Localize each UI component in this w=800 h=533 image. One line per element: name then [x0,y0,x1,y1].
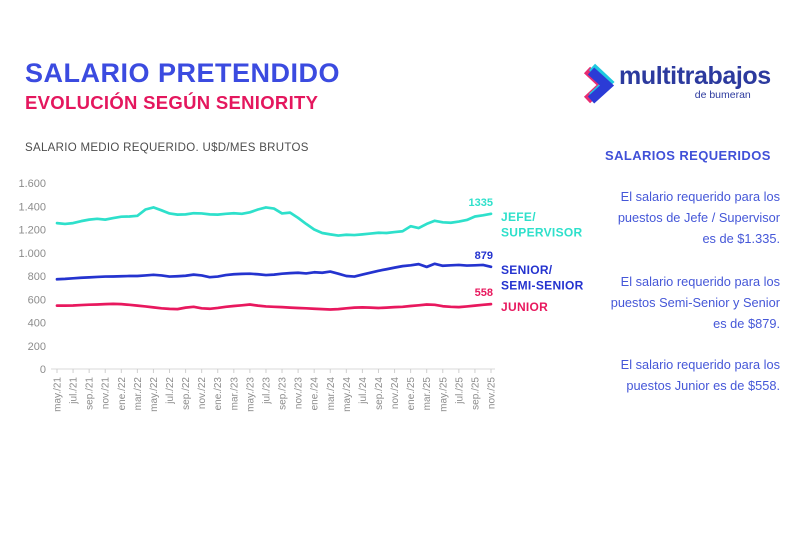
svg-text:1.000: 1.000 [18,248,46,260]
side-panel-paragraph-senior: El salario requerido para los puestos Se… [610,273,780,331]
side-panel-heading: SALARIOS REQUERIDOS [605,148,771,163]
svg-text:JUNIOR: JUNIOR [501,300,548,314]
svg-text:jul./21: jul./21 [69,377,80,405]
svg-text:sep./23: sep./23 [278,377,289,410]
svg-text:sep./22: sep./22 [181,377,192,410]
svg-text:sep./24: sep./24 [374,377,385,410]
svg-text:mar./23: mar./23 [229,377,240,411]
svg-text:may./22: may./22 [149,377,160,412]
svg-text:jul./22: jul./22 [165,377,176,405]
svg-text:nov./21: nov./21 [101,377,112,409]
logo-text: multitrabajos de bumeran [619,60,771,101]
svg-text:jul./23: jul./23 [261,377,272,405]
svg-text:sep./25: sep./25 [470,377,481,410]
svg-text:mar./24: mar./24 [326,377,337,411]
svg-text:may./24: may./24 [342,377,353,412]
svg-text:1335: 1335 [469,197,493,209]
svg-text:nov./25: nov./25 [487,377,498,409]
svg-text:nov./22: nov./22 [197,377,208,409]
svg-text:558: 558 [475,287,493,299]
svg-text:sep./21: sep./21 [85,377,96,410]
svg-text:400: 400 [28,318,46,330]
svg-text:mar./22: mar./22 [133,377,144,411]
logo-tagline: de bumeran [694,88,751,101]
svg-text:ene./22: ene./22 [117,377,128,411]
logo-wordmark: multitrabajos [619,62,771,90]
svg-text:SENIOR/: SENIOR/ [501,263,553,277]
svg-text:may./23: may./23 [245,377,256,412]
svg-text:JEFE/: JEFE/ [501,210,536,224]
svg-text:jul./24: jul./24 [358,377,369,405]
svg-text:1.600: 1.600 [18,178,46,190]
salary-line-chart: 0 200 400 600 800 1.000 1.200 1.400 1.600 may./21… [18,178,584,412]
side-panel-paragraph-jefe: El salario requerido para los puestos de… [617,189,780,246]
svg-text:800: 800 [28,271,46,283]
svg-text:600: 600 [28,294,46,306]
svg-text:SEMI-SENIOR: SEMI-SENIOR [501,278,584,292]
svg-text:may./21: may./21 [53,377,64,412]
svg-text:mar./25: mar./25 [422,377,433,411]
svg-text:nov./24: nov./24 [390,377,401,409]
page-title: SALARIO PRETENDIDO [25,58,341,88]
side-panel: SALARIOS REQUERIDOS El salario requerido… [605,148,780,397]
svg-text:nov./23: nov./23 [294,377,305,409]
svg-text:0: 0 [40,364,46,376]
svg-text:ene./23: ene./23 [213,377,224,411]
svg-text:SUPERVISOR: SUPERVISOR [501,225,583,239]
svg-text:may./25: may./25 [438,377,449,412]
svg-text:jul./25: jul./25 [454,377,465,405]
multitrabajos-logo: multitrabajos de bumeran [583,60,771,108]
page-subtitle: EVOLUCIÓN SEGÚN SENIORITY [25,92,319,113]
svg-text:200: 200 [28,341,46,353]
logo-chevron-icon [583,63,615,104]
chart-caption: SALARIO MEDIO REQUERIDO. U$D/MES BRUTOS [25,142,309,154]
svg-text:ene./24: ene./24 [310,377,321,411]
svg-text:ene./25: ene./25 [406,377,417,411]
side-panel-paragraph-junior: El salario requerido para los puestos Ju… [620,356,780,393]
svg-text:1.400: 1.400 [18,201,46,213]
svg-text:1.200: 1.200 [18,225,46,237]
svg-text:879: 879 [475,250,493,262]
